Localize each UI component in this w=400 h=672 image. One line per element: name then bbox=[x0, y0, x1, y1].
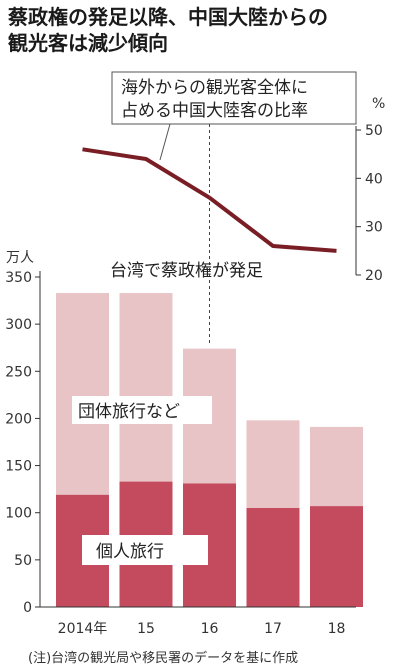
chart-note: (注)台湾の観光局や移民署のデータを基に作成 bbox=[28, 650, 298, 666]
ratio-polyline bbox=[82, 147, 337, 253]
bar-y-tick-label: 0 bbox=[23, 600, 32, 616]
chart-title-line-2: 観光客は減少傾向 bbox=[8, 31, 168, 55]
bar-group-tour bbox=[119, 293, 173, 482]
event-marker-label: 台湾で蔡政権が発足 bbox=[110, 261, 263, 281]
line-y-tick-label: 20 bbox=[365, 268, 383, 284]
bar-y-tick-label: 50 bbox=[14, 553, 32, 569]
line-annotation-line-1: 海外からの観光客全体に bbox=[121, 78, 308, 98]
bar-group-tour bbox=[246, 420, 300, 508]
line-unit-label: % bbox=[372, 96, 385, 112]
bar-unit-label: 万人 bbox=[6, 250, 34, 266]
chart-title-line-1: 蔡政権の発足以降、中国大陸からの bbox=[7, 5, 328, 29]
bar-y-axis: 0 50 100 150 200 250 300 350 bbox=[5, 270, 41, 616]
group-series-label: 団体旅行など bbox=[78, 402, 180, 422]
line-y-axis: 20 30 40 50 bbox=[355, 123, 383, 284]
x-tick-label: 2014年 bbox=[58, 621, 108, 637]
x-tick-label: 18 bbox=[328, 621, 346, 637]
line-y-tick-label: 40 bbox=[365, 171, 383, 187]
bar-y-tick-label: 100 bbox=[5, 506, 32, 522]
bar-group-tour bbox=[310, 426, 363, 507]
individual-series-label-bg bbox=[82, 535, 208, 565]
x-tick-label: 15 bbox=[137, 621, 155, 637]
line-annotation-line-2: 占める中国大陸客の比率 bbox=[121, 101, 308, 121]
group-series-label-bg bbox=[72, 396, 212, 424]
line-y-tick-label: 50 bbox=[365, 123, 383, 139]
ratio-line bbox=[82, 147, 337, 253]
x-tick-label: 16 bbox=[201, 621, 219, 637]
bar-y-tick-label: 150 bbox=[5, 459, 32, 475]
bar-y-tick-label: 300 bbox=[5, 317, 32, 333]
line-y-tick-label: 30 bbox=[365, 220, 383, 236]
bar-y-tick-label: 200 bbox=[5, 411, 32, 427]
x-tick-label: 17 bbox=[264, 621, 282, 637]
individual-series-label: 個人旅行 bbox=[96, 542, 164, 562]
line-annotation-pointer bbox=[159, 123, 171, 161]
bar-individual bbox=[310, 506, 363, 607]
x-axis: 2014年 15 16 17 18 bbox=[40, 606, 356, 637]
bar-group-tour bbox=[56, 293, 109, 495]
bar-individual bbox=[246, 508, 300, 607]
line-annotation-box bbox=[111, 71, 357, 125]
bar-y-tick-label: 350 bbox=[5, 270, 32, 286]
bar-y-tick-label: 250 bbox=[5, 364, 32, 380]
